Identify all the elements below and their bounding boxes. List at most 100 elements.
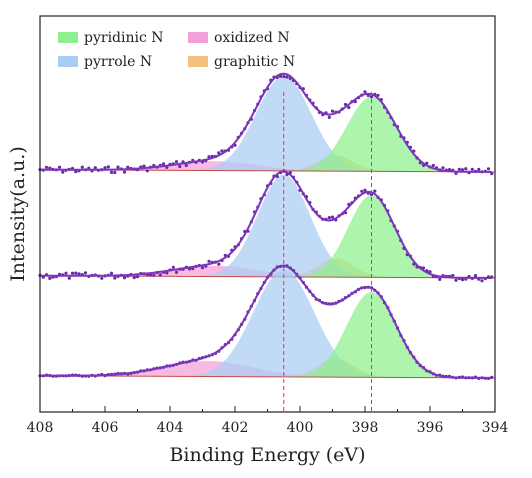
data-point <box>161 162 166 166</box>
data-point <box>77 272 81 276</box>
data-point <box>145 169 149 173</box>
baseline <box>39 375 496 379</box>
data-point <box>363 90 367 94</box>
peak-pyrrole-n <box>40 76 495 172</box>
x-tick-label: 400 <box>287 420 314 436</box>
data-point <box>135 275 140 279</box>
data-point <box>454 278 458 282</box>
legend-label: pyridinic N <box>84 30 164 46</box>
legend-swatch <box>188 32 208 43</box>
data-point <box>438 277 442 281</box>
spectrum-2 <box>38 169 496 283</box>
peak-pyridinic-n <box>40 292 495 378</box>
y-axis-label: Intensity(a.u.) <box>7 146 29 282</box>
data-point <box>165 271 169 275</box>
legend-swatch <box>188 56 208 67</box>
data-point <box>464 167 468 171</box>
data-point <box>171 265 175 269</box>
data-point <box>174 270 179 274</box>
data-point <box>64 271 68 275</box>
data-point <box>103 166 107 170</box>
data-point <box>113 170 117 175</box>
data-point <box>142 164 146 168</box>
x-tick-label: 404 <box>157 420 184 436</box>
data-point <box>207 259 211 263</box>
data-point <box>67 276 71 280</box>
peak-oxidized-n <box>40 361 495 378</box>
x-tick-label: 394 <box>482 420 509 436</box>
data-point <box>80 165 84 169</box>
legend-swatch <box>58 56 78 67</box>
data-point <box>285 75 289 79</box>
plot-content <box>38 72 496 412</box>
peak-pyridinic-n <box>40 97 495 172</box>
legend-label: graphitic N <box>214 54 295 70</box>
legend-swatch <box>58 32 78 43</box>
data-point <box>109 271 114 275</box>
data-point <box>327 216 331 220</box>
data-point <box>217 262 221 266</box>
legend-label: pyrrole N <box>84 54 152 70</box>
data-point <box>116 165 120 169</box>
data-point <box>158 273 162 277</box>
data-point <box>122 276 127 280</box>
peak-pyrrole-n <box>40 174 495 278</box>
data-point <box>217 151 221 155</box>
data-point <box>431 163 435 168</box>
data-point <box>477 167 481 172</box>
legend: pyridinic N pyrrole N oxidized N graphitic … <box>58 30 295 70</box>
data-point <box>57 165 62 169</box>
x-tick-label: 406 <box>92 420 119 436</box>
data-point <box>61 170 65 174</box>
data-point <box>126 165 130 169</box>
data-point <box>207 155 211 159</box>
x-tick-label: 402 <box>222 420 249 436</box>
data-point <box>200 266 205 270</box>
data-point <box>330 109 335 113</box>
data-point <box>451 273 455 278</box>
x-axis-ticks: 408 406 404 402 400 398 396 394 <box>27 406 509 436</box>
x-axis-label: Binding Energy (eV) <box>169 444 365 466</box>
legend-label: oxidized N <box>214 30 290 46</box>
data-point <box>373 189 377 193</box>
data-point <box>376 93 380 97</box>
data-point <box>363 188 367 192</box>
envelope-line <box>40 170 492 279</box>
data-point <box>48 276 52 280</box>
data-point <box>74 271 78 275</box>
data-point <box>70 271 75 275</box>
data-point <box>457 167 461 171</box>
data-point <box>460 168 465 172</box>
spectrum-3 <box>38 264 496 380</box>
data-point <box>330 215 335 219</box>
data-point <box>327 115 331 119</box>
envelope-line <box>40 72 492 173</box>
data-point <box>122 170 127 174</box>
data-point <box>184 163 188 167</box>
data-point <box>178 164 182 169</box>
data-point <box>441 166 445 170</box>
x-tick-label: 398 <box>352 420 379 436</box>
data-point <box>347 105 351 110</box>
data-point <box>132 275 136 280</box>
data-point <box>100 276 104 280</box>
data-point <box>360 189 364 193</box>
data-point <box>470 167 474 171</box>
data-point <box>480 279 484 283</box>
x-tick-label: 396 <box>417 420 444 436</box>
data-point <box>486 167 491 171</box>
data-point <box>83 271 88 275</box>
data-point <box>174 160 179 164</box>
data-point <box>282 74 286 79</box>
envelope-line <box>40 264 492 379</box>
data-point <box>152 273 156 277</box>
data-point <box>44 165 49 169</box>
data-point <box>428 270 432 274</box>
peak-pyrrole-n <box>40 270 495 378</box>
data-point <box>220 149 224 153</box>
data-point <box>369 95 374 99</box>
data-point <box>473 274 478 278</box>
peak-pyridinic-n <box>40 195 495 278</box>
data-point <box>93 166 97 170</box>
